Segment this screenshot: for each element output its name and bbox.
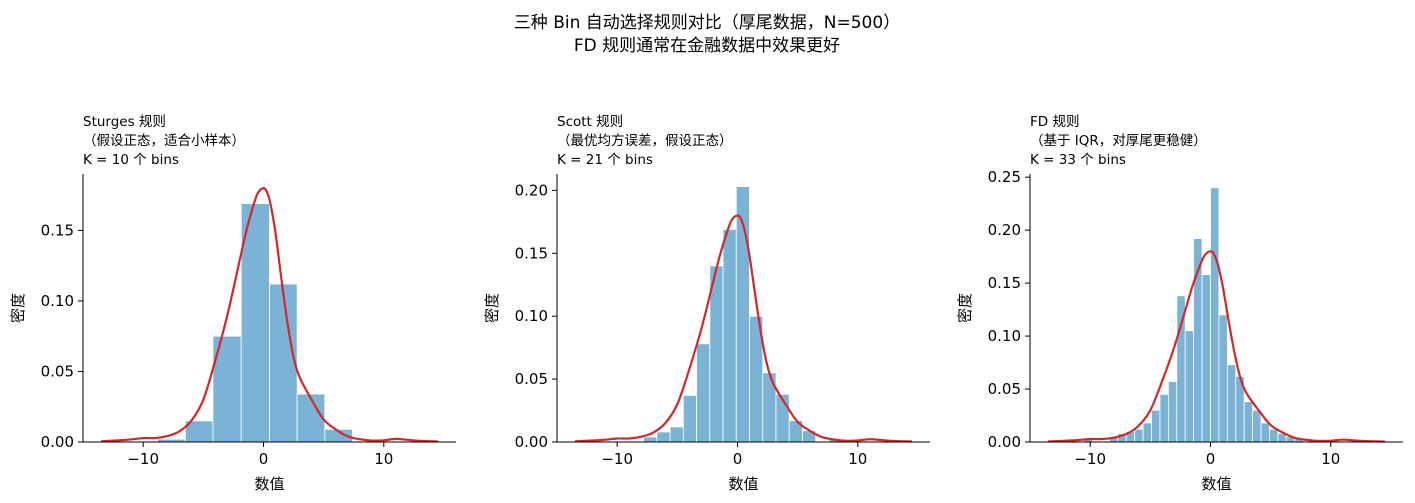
panel-title-line-3: K = 33 个 bins <box>1030 152 1126 168</box>
histogram-bar <box>669 426 684 443</box>
panel-title-line-2: （假设正态，适合小样本） <box>83 133 245 149</box>
figure-title-line2: FD 规则通常在金融数据中效果更好 <box>574 36 840 56</box>
histogram-bar <box>1159 393 1169 443</box>
chart-panel-1: −10 0 10 0.00 0.05 0.10 0.15 数值 密度 Sturges 规则 （假设正… <box>9 114 456 493</box>
x-tick-label: −10 <box>1074 450 1106 468</box>
histogram-bar <box>1184 330 1195 443</box>
chart-panel-3: −10 0 10 0.00 0.05 0.10 0.15 0.20 0.25 数值 密度 FD 规则 （… <box>956 114 1403 493</box>
histogram-bar <box>1269 428 1279 443</box>
y-axis-label: 密度 <box>483 293 501 323</box>
y-tick-label: 0.00 <box>515 433 548 451</box>
histogram-bar <box>1210 187 1220 443</box>
y-tick-label: 0.15 <box>41 221 74 239</box>
y-tick-label: 0.10 <box>515 307 548 325</box>
kde-line <box>1048 250 1385 443</box>
y-tick-label: 0.05 <box>41 362 74 380</box>
y-tick-label: 0.00 <box>41 433 74 451</box>
histogram-bar <box>1142 422 1152 443</box>
histogram-bar <box>1167 381 1178 443</box>
x-tick-label: 10 <box>1321 450 1340 468</box>
panel-title-line-2: （最优均方误差，假设正态） <box>557 133 733 149</box>
x-axis-label: 数值 <box>254 475 284 493</box>
histogram-bar <box>1218 314 1228 443</box>
chart-panel-2: −10 0 10 0.00 0.05 0.10 0.15 0.20 数值 密度 Scott 规则 （最… <box>483 114 930 493</box>
kde-line <box>100 187 438 443</box>
x-tick-label: −10 <box>601 450 633 468</box>
histogram-bar <box>240 203 270 443</box>
chart-panels: −10 0 10 0.00 0.05 0.10 0.15 数值 密度 Sturges 规则 （假设正… <box>9 114 1403 493</box>
x-tick-label: 0 <box>733 450 743 468</box>
x-tick-label: −10 <box>127 450 159 468</box>
panel-title-line-1: Scott 规则 <box>557 114 623 130</box>
y-tick-label: 0.15 <box>515 244 548 262</box>
x-tick-label: 0 <box>1206 450 1216 468</box>
histogram-bar <box>269 283 298 443</box>
histogram-bar <box>1151 409 1161 443</box>
histogram-bar <box>643 436 658 443</box>
y-tick-label: 0.00 <box>988 433 1021 451</box>
x-axis-label: 数值 <box>728 475 758 493</box>
histogram-bar <box>296 393 326 443</box>
y-tick-label: 0.20 <box>515 181 548 199</box>
y-tick-label: 0.05 <box>515 370 548 388</box>
x-tick-label: 10 <box>374 450 393 468</box>
panel-title-line-3: K = 10 个 bins <box>83 152 179 168</box>
histogram-bar <box>1201 274 1211 443</box>
y-tick-label: 0.25 <box>988 168 1021 186</box>
y-tick-label: 0.10 <box>988 327 1021 345</box>
y-axis-label: 密度 <box>9 293 27 323</box>
histogram-bar <box>1260 422 1270 443</box>
kde-line <box>574 214 912 443</box>
x-axis-label: 数值 <box>1201 475 1231 493</box>
histogram-bar <box>1243 401 1253 443</box>
x-tick-label: 10 <box>848 450 867 468</box>
panel-title-line-1: Sturges 规则 <box>83 114 166 130</box>
panel-title-line-1: FD 规则 <box>1030 114 1079 130</box>
y-tick-label: 0.10 <box>41 292 74 310</box>
histogram-bar <box>1134 428 1144 443</box>
histogram-bar <box>709 265 724 443</box>
histogram-bar <box>722 228 737 443</box>
histogram-bar <box>1226 364 1237 443</box>
y-tick-label: 0.05 <box>988 380 1021 398</box>
panel-title-line-3: K = 21 个 bins <box>557 152 653 168</box>
figure-title-line1: 三种 Bin 自动选择规则对比（厚尾数据，N=500） <box>514 13 900 33</box>
histogram-bar <box>656 431 671 443</box>
histogram-bar <box>1252 409 1262 443</box>
histogram-bar <box>682 395 697 443</box>
y-tick-label: 0.15 <box>988 274 1021 292</box>
histogram-bar <box>696 343 711 443</box>
x-tick-label: 0 <box>259 450 269 468</box>
panel-title-line-2: （基于 IQR，对厚尾更稳健） <box>1030 132 1207 149</box>
y-axis-label: 密度 <box>956 293 974 323</box>
y-tick-label: 0.20 <box>988 221 1021 239</box>
